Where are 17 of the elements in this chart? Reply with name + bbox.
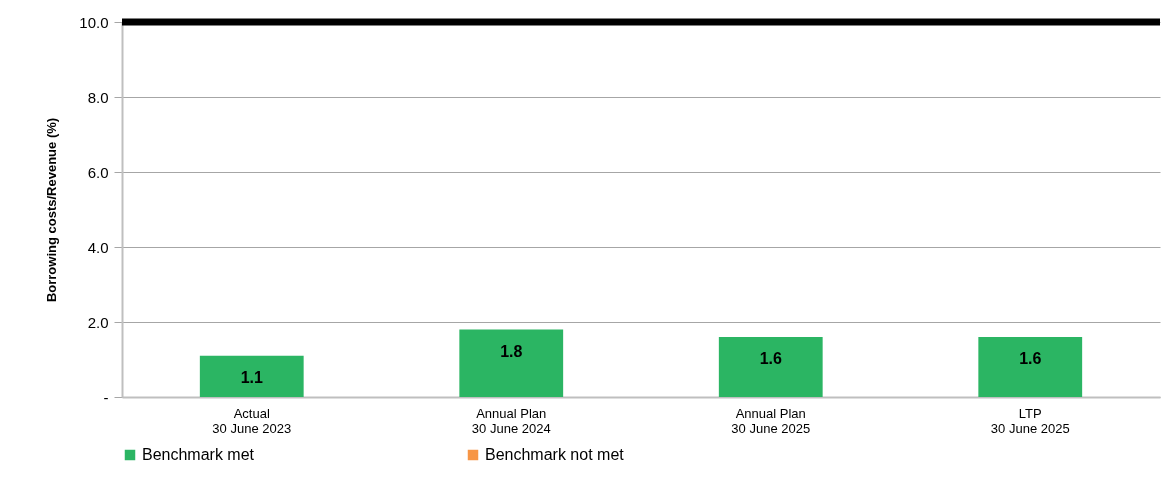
data-label: 1.1 [240,368,263,386]
y-axis-title: Borrowing costs/Revenue (%) [44,117,60,303]
y-tick-label: 8.0 [87,88,109,106]
x-tick-label: LTP 30 June 2025 [990,405,1070,436]
x-tick-label: Annual Plan 30 June 2025 [731,405,811,436]
y-tick-label: 2.0 [87,313,109,331]
y-tick-label: - [103,388,109,406]
y-tick-label: 10.0 [79,13,109,31]
data-label: 1.6 [759,350,782,367]
legend-label: Benchmark not met [485,446,625,463]
y-tick-label: 6.0 [87,163,109,181]
data-label: 1.6 [1019,350,1042,367]
x-tick-label: Actual 30 June 2023 [212,405,292,436]
x-tick-label: Annual Plan 30 June 2024 [471,405,551,436]
data-label: 1.8 [500,342,523,360]
legend-label: Benchmark met [142,446,255,463]
y-tick-label: 4.0 [87,238,109,256]
